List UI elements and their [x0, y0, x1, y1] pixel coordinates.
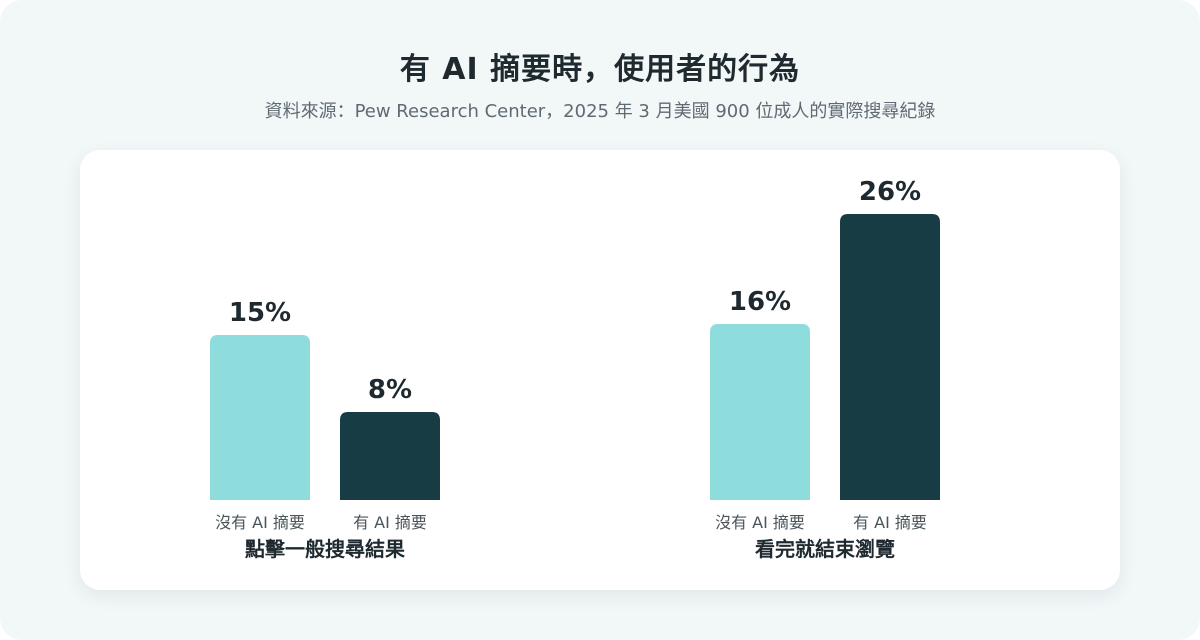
series-label: 有 AI 摘要: [853, 513, 927, 532]
data-label: 8%: [368, 375, 412, 405]
category-label: 點擊一般搜尋結果: [245, 537, 405, 561]
chart-subtitle: 資料來源：Pew Research Center，2025 年 3 月美國 90…: [264, 101, 936, 122]
data-label: 15%: [229, 298, 291, 328]
bar: [340, 412, 440, 500]
data-label: 16%: [729, 287, 791, 317]
chart-title: 有 AI 摘要時，使用者的行為: [399, 52, 801, 87]
series-label: 沒有 AI 摘要: [215, 513, 305, 532]
data-label: 26%: [859, 177, 921, 207]
bar: [210, 335, 310, 500]
series-label: 有 AI 摘要: [353, 513, 427, 532]
category-label: 看完就結束瀏覽: [755, 537, 895, 561]
series-label: 沒有 AI 摘要: [715, 513, 805, 532]
bar: [710, 324, 810, 500]
bar: [840, 214, 940, 500]
